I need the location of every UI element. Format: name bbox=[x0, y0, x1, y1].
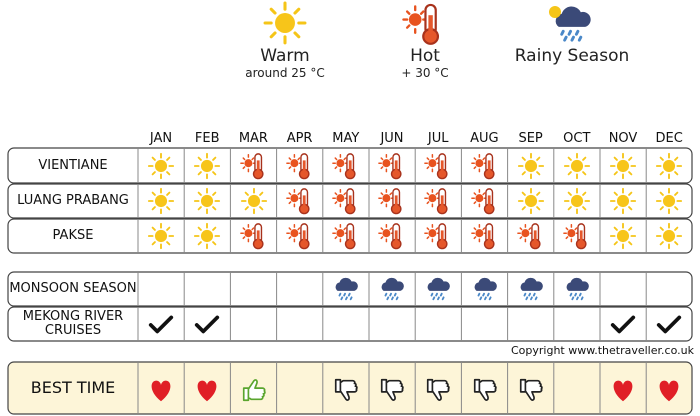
month-label: MAY bbox=[332, 131, 360, 146]
month-label: FEB bbox=[194, 131, 220, 146]
row-label: PAKSE bbox=[52, 228, 94, 243]
legend-note: around 25 °C bbox=[245, 66, 325, 80]
month-label: NOV bbox=[608, 131, 638, 146]
month-label: SEP bbox=[518, 131, 543, 146]
legend-label: Rainy Season bbox=[514, 46, 630, 66]
month-label: MAR bbox=[238, 131, 268, 146]
row-label: MONSOON SEASON bbox=[9, 281, 137, 296]
legend-icon bbox=[263, 1, 593, 45]
legend-label: Hot bbox=[410, 46, 440, 66]
month-label: JUL bbox=[427, 131, 449, 146]
legend-item: Hot + 30 °C bbox=[375, 46, 475, 80]
month-label: JAN bbox=[149, 131, 173, 146]
row-label: MEKONG RIVER CRUISES bbox=[22, 309, 124, 338]
month-label: AUG bbox=[470, 131, 499, 146]
month-label: OCT bbox=[563, 131, 591, 146]
month-label: DEC bbox=[655, 131, 683, 146]
legend-note: + 30 °C bbox=[401, 66, 449, 80]
row-label: BEST TIME bbox=[30, 378, 116, 397]
row-label: VIENTIANE bbox=[38, 157, 108, 173]
legend-label: Warm bbox=[260, 46, 310, 66]
legend-item: Warm around 25 °C bbox=[225, 46, 345, 80]
month-label: JUN bbox=[380, 131, 404, 146]
month-label: APR bbox=[286, 131, 313, 146]
copyright: Copyright www.thetraveller.co.uk bbox=[511, 344, 694, 357]
legend-item: Rainy Season bbox=[502, 46, 642, 66]
row-box bbox=[7, 306, 693, 342]
row-label: LUANG PRABANG bbox=[17, 193, 129, 208]
